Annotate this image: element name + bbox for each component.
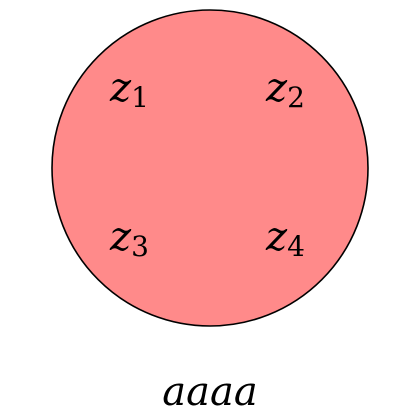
label-z1: z1 xyxy=(109,65,149,114)
circle-shape xyxy=(51,9,369,327)
caption-text: aaaa xyxy=(162,369,257,415)
label-z4: z4 xyxy=(265,214,305,263)
label-z3: z3 xyxy=(109,214,149,263)
label-z2: z2 xyxy=(265,65,305,114)
